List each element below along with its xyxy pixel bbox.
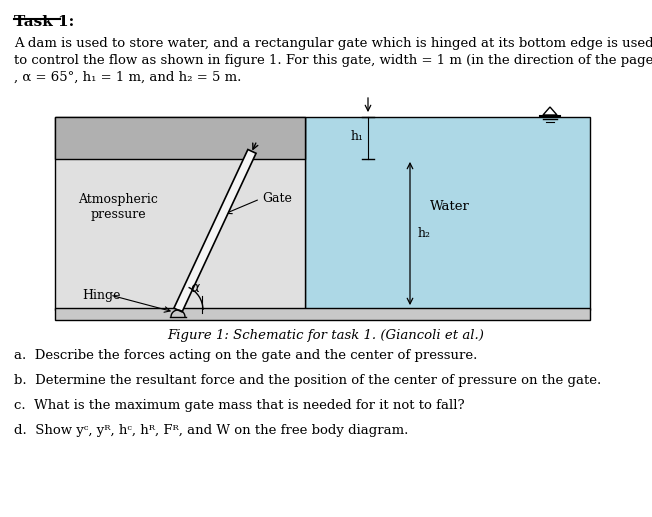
- Text: to control the flow as shown in figure 1. For this gate, width = 1 m (in the dir: to control the flow as shown in figure 1…: [14, 54, 652, 67]
- Text: d.  Show yᶜ, yᴿ, hᶜ, hᴿ, Fᴿ, and W on the free body diagram.: d. Show yᶜ, yᴿ, hᶜ, hᴿ, Fᴿ, and W on the…: [14, 424, 408, 437]
- Text: Figure 1: Schematic for task 1. (Giancoli et al.): Figure 1: Schematic for task 1. (Giancol…: [168, 329, 484, 342]
- Bar: [305, 117, 590, 310]
- Bar: [55, 117, 305, 310]
- Text: Atmospheric
pressure: Atmospheric pressure: [78, 193, 158, 221]
- Text: Hinge: Hinge: [82, 288, 121, 301]
- Text: Task 1:: Task 1:: [14, 15, 74, 29]
- Bar: [55, 117, 305, 159]
- Text: Water: Water: [430, 201, 470, 214]
- Text: a.  Describe the forces acting on the gate and the center of pressure.: a. Describe the forces acting on the gat…: [14, 349, 477, 362]
- Text: h₂: h₂: [418, 227, 431, 240]
- Text: h₁: h₁: [351, 129, 364, 143]
- Text: Gate: Gate: [262, 192, 292, 205]
- Text: A dam is used to store water, and a rectangular gate which is hinged at its bott: A dam is used to store water, and a rect…: [14, 37, 652, 50]
- Text: $\alpha$: $\alpha$: [190, 281, 200, 295]
- Text: b.  Determine the resultant force and the position of the center of pressure on : b. Determine the resultant force and the…: [14, 374, 601, 387]
- Text: c.  What is the maximum gate mass that is needed for it not to fall?: c. What is the maximum gate mass that is…: [14, 399, 465, 412]
- Polygon shape: [543, 107, 557, 115]
- Text: , α = 65°, h₁ = 1 m, and h₂ = 5 m.: , α = 65°, h₁ = 1 m, and h₂ = 5 m.: [14, 71, 241, 84]
- Polygon shape: [174, 149, 256, 312]
- Bar: [55, 308, 590, 320]
